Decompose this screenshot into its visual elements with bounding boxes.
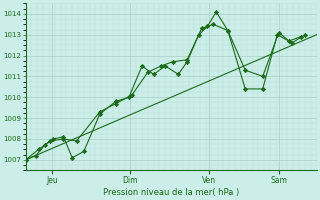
X-axis label: Pression niveau de la mer( hPa ): Pression niveau de la mer( hPa ) xyxy=(103,188,239,197)
